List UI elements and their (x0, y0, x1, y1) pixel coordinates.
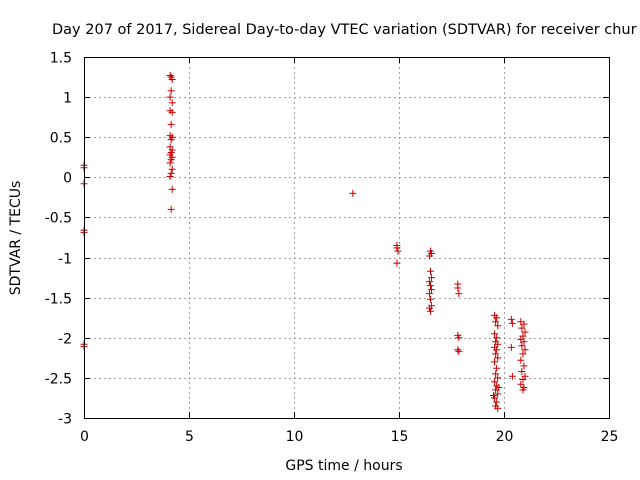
data-point (425, 252, 433, 260)
data-point (166, 93, 174, 101)
y-tick-label: -2 (58, 332, 72, 348)
data-point (517, 380, 525, 388)
data-point (167, 87, 175, 95)
data-point (508, 372, 516, 380)
data-point (519, 386, 527, 394)
y-tick-label: -2.5 (45, 372, 72, 388)
y-tick-label: 1 (63, 91, 72, 107)
data-point (494, 374, 502, 382)
plot-frame (84, 57, 610, 419)
data-point (492, 350, 500, 358)
data-point (455, 347, 463, 355)
y-axis-label: SDTVAR / TECUs (8, 181, 24, 296)
y-tick-label: -1 (58, 252, 72, 268)
data-point (168, 108, 176, 116)
data-point (167, 136, 175, 144)
data-point (493, 398, 501, 406)
data-point (520, 338, 528, 346)
grid (84, 57, 609, 418)
y-tick-label: -3 (58, 412, 72, 428)
data-point (520, 362, 528, 370)
data-point (425, 304, 433, 312)
data-point (427, 295, 434, 303)
data-point (427, 307, 434, 315)
data-point (492, 370, 500, 378)
x-tick-label: 0 (80, 429, 89, 445)
data-point (167, 169, 175, 177)
data-point (507, 343, 515, 351)
data-point (494, 340, 502, 348)
y-tick-label: 0.5 (50, 131, 72, 147)
data-point (517, 356, 525, 364)
data-point (521, 328, 529, 336)
data-point (520, 320, 528, 328)
data-point (425, 278, 433, 286)
data-point (428, 274, 436, 282)
data-point (167, 156, 175, 164)
y-tick-label: 0 (63, 171, 72, 187)
data-point (491, 358, 499, 366)
data-point (493, 314, 501, 322)
data-point (166, 159, 174, 167)
data-point (518, 342, 526, 350)
data-point (519, 375, 527, 383)
data-point (394, 247, 402, 255)
x-tick-label: 10 (286, 429, 304, 445)
data-point (425, 290, 433, 298)
data-point (454, 346, 462, 354)
data-point (166, 173, 174, 181)
data-point (508, 319, 516, 327)
data-points (80, 71, 529, 412)
data-point (492, 318, 500, 326)
data-point (519, 350, 527, 358)
data-point (491, 330, 499, 338)
data-point (454, 284, 462, 292)
data-point (494, 354, 502, 362)
data-point (518, 324, 526, 332)
data-point (494, 322, 502, 330)
y-tick-label: -0.5 (45, 211, 72, 227)
data-point (393, 244, 401, 252)
x-tick-label: 15 (391, 429, 409, 445)
data-point (493, 334, 501, 342)
data-point (493, 364, 501, 372)
data-point (490, 392, 497, 400)
data-point (168, 165, 176, 173)
data-point (493, 346, 501, 354)
data-point (168, 99, 176, 107)
data-point (507, 315, 515, 323)
data-point (494, 390, 502, 398)
data-point (455, 334, 463, 342)
data-point (167, 120, 175, 128)
data-point (427, 267, 434, 275)
y-tick-label: 1.5 (50, 51, 72, 67)
data-point (455, 290, 463, 298)
data-point (491, 378, 499, 386)
x-tick-label: 5 (185, 429, 194, 445)
x-tick-label: 20 (496, 429, 514, 445)
data-point (428, 286, 436, 294)
data-point (427, 282, 434, 290)
data-point (349, 189, 357, 197)
x-tick-label: 25 (601, 429, 619, 445)
data-point (494, 404, 502, 412)
data-point (168, 75, 176, 83)
y-tick-label: -1.5 (45, 292, 72, 308)
data-point (166, 71, 174, 79)
data-point (518, 367, 526, 375)
x-axis-label: GPS time / hours (285, 458, 402, 474)
ticks: -3 -2.5 -2 -1.5 -1 -0.5 0 0.5 1 1.5 0 5 10 15 20 25 (45, 51, 619, 446)
data-point (167, 205, 175, 213)
data-point (393, 259, 401, 267)
chart-title: Day 207 of 2017, Sidereal Day-to-day VTE… (52, 22, 637, 38)
data-point (495, 384, 503, 392)
data-point (168, 185, 176, 193)
data-point (521, 346, 529, 354)
